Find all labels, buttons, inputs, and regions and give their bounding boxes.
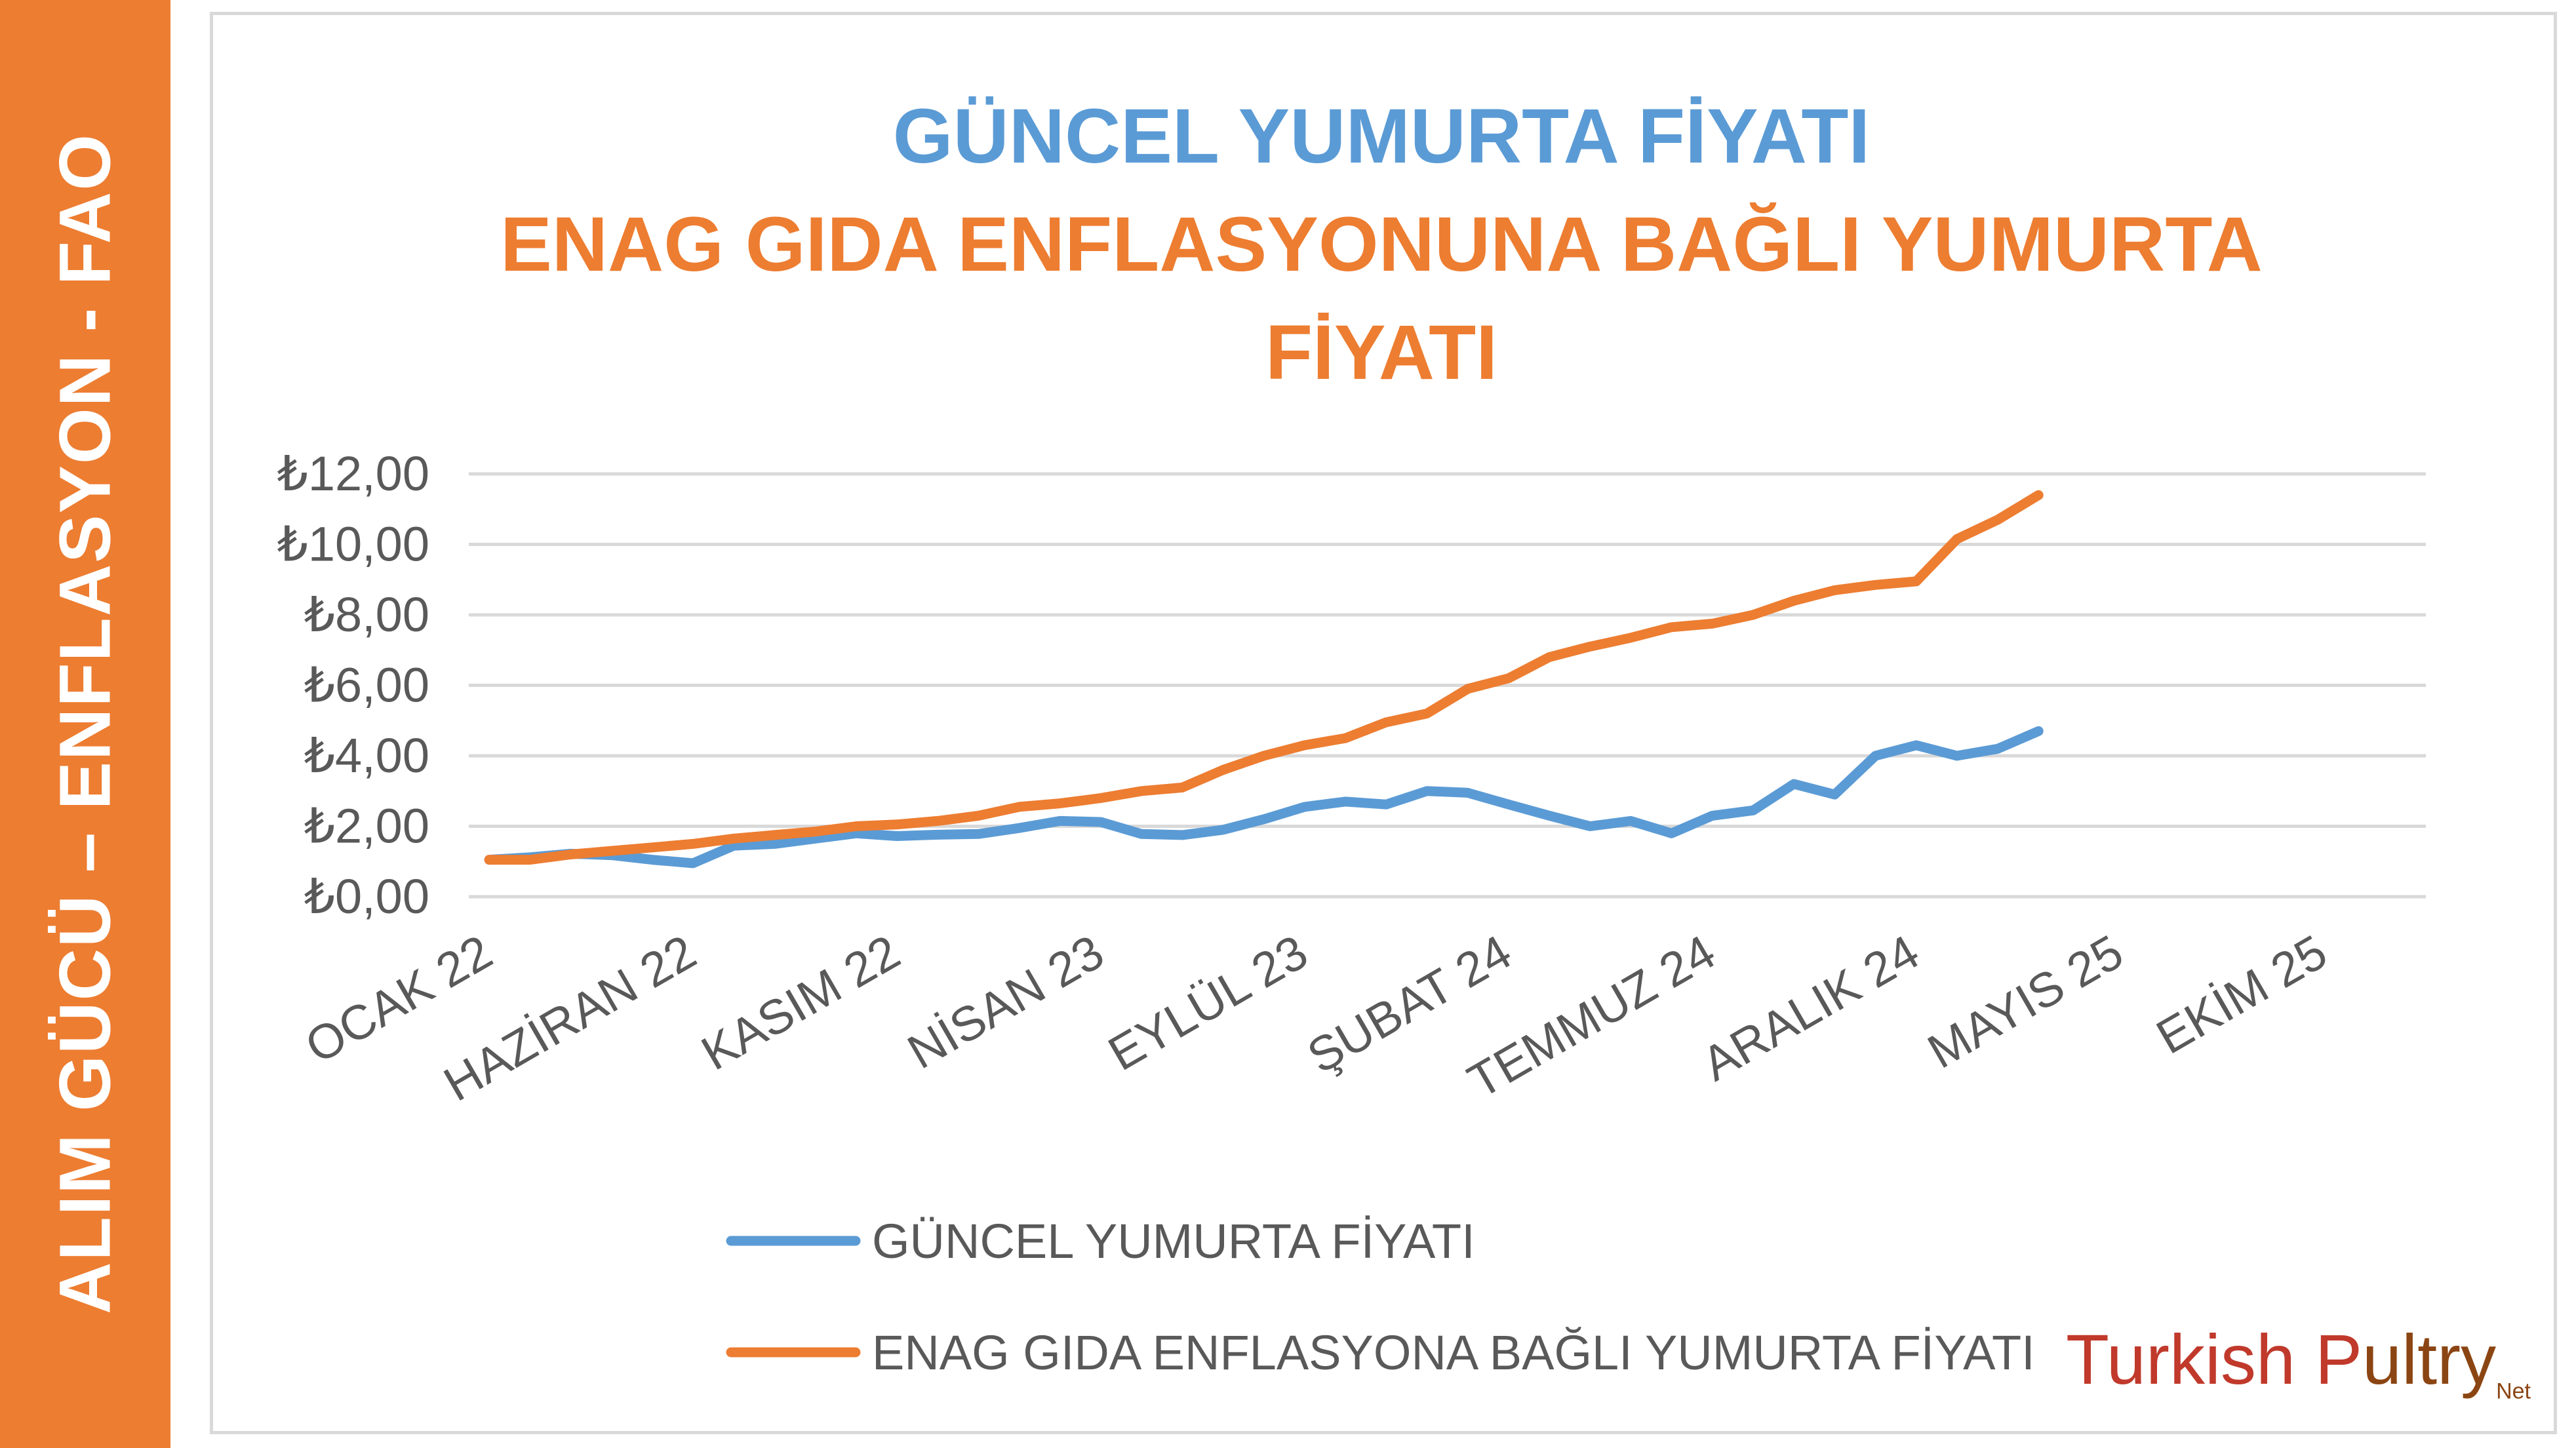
series-line-1 bbox=[484, 726, 2044, 869]
chart-svg: GÜNCEL YUMURTA FİYATI ENAG GIDA ENFLASYO… bbox=[277, 93, 2426, 1380]
x-tick-label: KASIM 22 bbox=[692, 924, 909, 1080]
turkish-poultry-logo: Turkish PultryNet bbox=[2066, 1318, 2531, 1405]
sidebar-banner: ALIM GÜCÜ – ENFLASYON - FAO bbox=[0, 0, 170, 1448]
y-tick-label: ₺2,00 bbox=[304, 799, 429, 853]
chart-panel: GÜNCEL YUMURTA FİYATI ENAG GIDA ENFLASYO… bbox=[210, 12, 2557, 1434]
chart-title-line3: FİYATI bbox=[1265, 309, 1497, 396]
x-tick-label: NİSAN 23 bbox=[898, 924, 1112, 1079]
y-tick-label: ₺12,00 bbox=[277, 446, 429, 501]
legend-label-2: ENAG GIDA ENFLASYONA BAĞLI YUMURTA FİYAT… bbox=[872, 1325, 2035, 1380]
logo-text-part2: ultry bbox=[2362, 1320, 2497, 1399]
y-tick-label: ₺4,00 bbox=[304, 728, 429, 783]
logo-text-part1: Turkish P bbox=[2065, 1320, 2363, 1399]
chart-title-line2: ENAG GIDA ENFLASYONUNA BAĞLI YUMURTA bbox=[500, 201, 2263, 288]
x-tick-label: EKİM 25 bbox=[2147, 924, 2335, 1065]
y-tick-label: ₺6,00 bbox=[304, 658, 429, 713]
logo-suffix: Net bbox=[2496, 1379, 2531, 1404]
chart-title-line1: GÜNCEL YUMURTA FİYATI bbox=[893, 93, 1870, 180]
x-tick-label: ARALIK 24 bbox=[1693, 924, 1928, 1091]
x-tick-label: MAYIS 25 bbox=[1918, 924, 2131, 1079]
y-tick-label: ₺8,00 bbox=[304, 587, 429, 642]
sidebar-title: ALIM GÜCÜ – ENFLASYON - FAO bbox=[45, 133, 126, 1314]
y-tick-label: ₺0,00 bbox=[304, 869, 429, 924]
legend-label-1: GÜNCEL YUMURTA FİYATI bbox=[872, 1214, 1475, 1268]
series-line-2 bbox=[484, 490, 2044, 865]
y-tick-label: ₺10,00 bbox=[277, 517, 429, 572]
x-tick-label: EYLÜL 23 bbox=[1100, 924, 1317, 1081]
